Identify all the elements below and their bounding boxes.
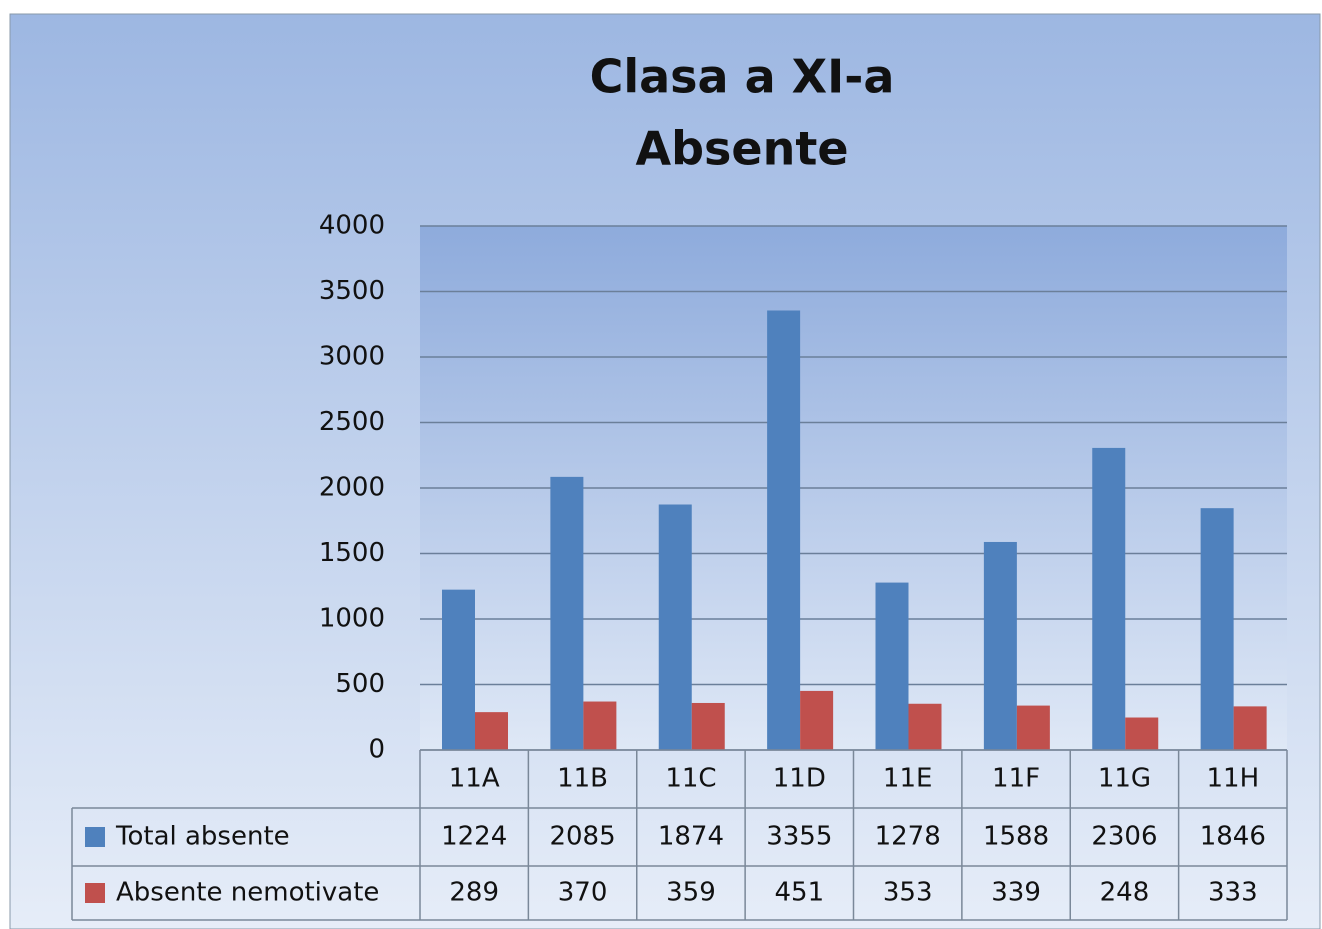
legend-label: Absente nemotivate [116,878,379,908]
bar [583,701,617,750]
table-value: 353 [883,878,933,908]
bar [875,582,909,750]
x-tick-label: 11A [449,764,500,794]
y-tick-label: 4000 [319,211,385,241]
x-tick-label: 11C [665,764,716,794]
legend-label: Total absente [115,822,290,852]
x-tick-label: 11E [883,764,933,794]
table-value: 1278 [875,822,941,852]
chart-title: Absente [635,122,848,176]
y-tick-label: 3000 [319,342,385,372]
bar [1092,447,1126,750]
table-value: 370 [558,878,608,908]
table-value: 339 [991,878,1041,908]
table-value: 359 [666,878,716,908]
bar [658,504,692,750]
bar [691,702,725,750]
y-tick-label: 2000 [319,473,385,503]
bar [550,476,584,750]
table-value: 3355 [766,822,832,852]
bar [1125,717,1159,750]
y-tick-label: 2500 [319,407,385,437]
bar [767,310,801,750]
x-tick-label: 11B [557,764,608,794]
table-value: 2085 [549,822,615,852]
bar [475,712,508,750]
y-tick-label: 1500 [319,538,385,568]
bar [983,541,1017,750]
table-value: 248 [1100,878,1150,908]
x-tick-label: 11G [1098,764,1151,794]
legend-swatch [85,883,105,903]
y-tick-label: 0 [368,735,385,765]
table-value: 333 [1208,878,1258,908]
table-value: 1588 [983,822,1049,852]
bar [800,690,834,750]
bar [908,703,942,750]
table-value: 1224 [441,822,507,852]
x-tick-label: 11D [773,764,826,794]
table-value: 2306 [1091,822,1157,852]
bar [1200,508,1234,750]
chart-title: Clasa a XI-a [590,50,895,104]
x-tick-label: 11F [992,764,1040,794]
y-tick-label: 1000 [319,604,385,634]
y-tick-label: 3500 [319,276,385,306]
table-value: 289 [449,878,499,908]
legend-swatch [85,827,105,847]
x-tick-label: 11H [1206,764,1259,794]
y-tick-label: 500 [335,669,385,699]
bar [1016,705,1050,750]
table-value: 1874 [658,822,724,852]
table-value: 451 [774,878,824,908]
bar [442,589,475,750]
bar [1233,706,1267,750]
table-value: 1846 [1200,822,1266,852]
